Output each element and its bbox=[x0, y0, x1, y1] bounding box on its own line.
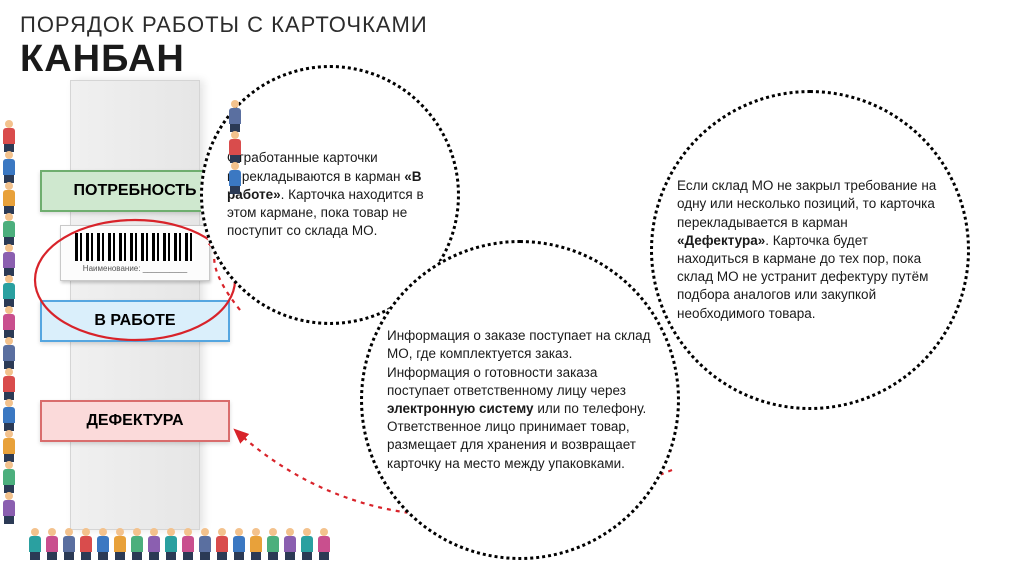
pocket-need-label: ПОТРЕБНОСТЬ bbox=[74, 182, 197, 199]
person-icon bbox=[2, 368, 16, 398]
card-caption: Наименование: __________ bbox=[83, 264, 187, 273]
person-icon bbox=[2, 492, 16, 522]
title-line1: ПОРЯДОК РАБОТЫ С КАРТОЧКАМИ bbox=[20, 12, 428, 38]
person-icon bbox=[2, 120, 16, 150]
person-icon bbox=[62, 528, 76, 560]
bubble-b3: Если склад МО не закрыл требование на од… bbox=[650, 90, 970, 410]
kanban-card: Наименование: __________ bbox=[60, 225, 210, 281]
pocket-work: В РАБОТЕ bbox=[40, 300, 230, 342]
person-icon bbox=[198, 528, 212, 560]
people-row-1 bbox=[28, 528, 331, 560]
person-icon bbox=[96, 528, 110, 560]
person-icon bbox=[181, 528, 195, 560]
person-icon bbox=[215, 528, 229, 560]
person-icon bbox=[300, 528, 314, 560]
pocket-defect: ДЕФЕКТУРА bbox=[40, 400, 230, 442]
pocket-defect-label: ДЕФЕКТУРА bbox=[86, 412, 183, 429]
person-icon bbox=[2, 306, 16, 336]
people-row-0 bbox=[2, 120, 16, 522]
person-icon bbox=[2, 461, 16, 491]
person-icon bbox=[45, 528, 59, 560]
person-icon bbox=[147, 528, 161, 560]
person-icon bbox=[164, 528, 178, 560]
people-row-2 bbox=[228, 100, 242, 192]
person-icon bbox=[228, 162, 242, 192]
bubble-b2-text: Информация о заказе поступает на склад М… bbox=[387, 327, 653, 473]
person-icon bbox=[2, 399, 16, 429]
person-icon bbox=[249, 528, 263, 560]
bubble-b1-text: Отработанные карточки перекладываются в … bbox=[227, 149, 433, 240]
person-icon bbox=[130, 528, 144, 560]
bubble-b3-text: Если склад МО не закрыл требование на од… bbox=[677, 177, 943, 323]
bubble-b2: Информация о заказе поступает на склад М… bbox=[360, 240, 680, 560]
person-icon bbox=[2, 275, 16, 305]
person-icon bbox=[79, 528, 93, 560]
person-icon bbox=[228, 100, 242, 130]
person-icon bbox=[2, 430, 16, 460]
barcode-icon bbox=[75, 233, 195, 261]
person-icon bbox=[28, 528, 42, 560]
person-icon bbox=[2, 244, 16, 274]
person-icon bbox=[283, 528, 297, 560]
pocket-work-label: В РАБОТЕ bbox=[94, 312, 175, 329]
person-icon bbox=[2, 337, 16, 367]
person-icon bbox=[266, 528, 280, 560]
person-icon bbox=[2, 213, 16, 243]
person-icon bbox=[113, 528, 127, 560]
person-icon bbox=[2, 151, 16, 181]
person-icon bbox=[228, 131, 242, 161]
person-icon bbox=[317, 528, 331, 560]
person-icon bbox=[232, 528, 246, 560]
person-icon bbox=[2, 182, 16, 212]
